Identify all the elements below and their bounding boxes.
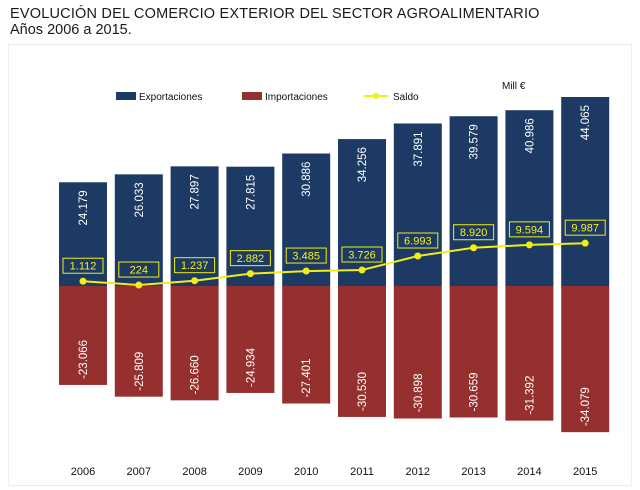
saldo-point-2008 <box>191 277 199 285</box>
saldo-label-2009: 2.882 <box>237 253 265 265</box>
saldo-point-2007 <box>135 281 143 289</box>
bar-exportaciones-2014 <box>505 110 554 286</box>
label-importaciones-2010: -27.401 <box>301 359 313 398</box>
label-importaciones-2011: -30.530 <box>357 372 369 411</box>
bars-layer: 24.179 -23.066 26.033 -25.809 27.897 -26.660 2… <box>59 97 610 433</box>
legend-swatch-exportaciones <box>116 92 136 100</box>
saldo-label-2008: 1.237 <box>181 260 209 272</box>
bar-importaciones-2014 <box>505 286 554 421</box>
bar-importaciones-2008 <box>170 286 219 401</box>
saldo-label-box-2015 <box>564 219 606 236</box>
saldo-label-2012: 6.993 <box>404 236 432 248</box>
x-tick-2007: 2007 <box>127 466 151 478</box>
x-tick-2012: 2012 <box>406 466 430 478</box>
saldo-point-2014 <box>525 241 533 249</box>
bar-importaciones-2011 <box>338 286 386 417</box>
label-importaciones-2012: -30.898 <box>413 374 425 413</box>
label-importaciones-2007: -25.809 <box>134 352 146 391</box>
legend: Exportaciones Importaciones Saldo <box>116 92 419 103</box>
saldo-point-2011 <box>358 266 366 274</box>
saldo-label-box-2010 <box>285 247 327 264</box>
x-tick-2009: 2009 <box>238 466 262 478</box>
saldo-label-2013: 8.920 <box>460 227 488 239</box>
chart-frame <box>8 44 632 486</box>
label-exportaciones-2012: 37.891 <box>413 131 425 166</box>
saldo-point-2013 <box>470 244 478 252</box>
saldo-label-box-2013 <box>453 224 495 241</box>
bar-exportaciones-2013 <box>449 116 498 286</box>
bar-importaciones-2010 <box>282 286 331 404</box>
saldo-label-2006: 1.112 <box>70 261 97 273</box>
saldo-label-box-2006 <box>62 257 104 274</box>
saldo-line <box>82 242 586 287</box>
saldo-label-2011: 3.726 <box>348 250 376 262</box>
label-importaciones-2015: -34.079 <box>580 387 592 426</box>
x-tick-2006: 2006 <box>71 466 95 478</box>
x-axis-labels: 2006 2007 2008 2009 2010 2011 2012 2013 2014 2015 <box>71 466 598 478</box>
saldo-label-box-2009 <box>229 250 271 267</box>
label-importaciones-2014: -31.392 <box>524 376 536 415</box>
saldo-label-box-2012 <box>397 232 439 249</box>
saldo-point-2006 <box>79 277 87 285</box>
legend-swatch-saldo-marker <box>373 93 379 99</box>
label-importaciones-2006: -23.066 <box>78 340 90 379</box>
saldo-point-2012 <box>414 252 422 260</box>
legend-swatch-importaciones <box>242 92 262 100</box>
saldo-label-2015: 9.987 <box>571 223 599 235</box>
x-tick-2014: 2014 <box>517 466 541 478</box>
bar-importaciones-2013 <box>449 286 498 418</box>
x-tick-2011: 2011 <box>350 466 374 478</box>
label-exportaciones-2013: 39.579 <box>469 124 481 159</box>
label-exportaciones-2008: 27.897 <box>190 174 202 209</box>
legend-label-exportaciones: Exportaciones <box>139 92 202 103</box>
bar-importaciones-2007 <box>114 286 163 397</box>
label-exportaciones-2010: 30.886 <box>301 162 313 197</box>
saldo-label-2010: 3.485 <box>292 251 320 263</box>
saldo-label-box-2008 <box>174 257 216 274</box>
label-exportaciones-2006: 24.179 <box>78 190 90 225</box>
saldo-point-2010 <box>302 267 310 275</box>
saldo-label-box-2014 <box>508 221 550 238</box>
bar-exportaciones-2015 <box>561 97 610 286</box>
chart-subtitle: Años 2006 a 2015. <box>10 22 132 38</box>
bar-importaciones-2015 <box>561 286 610 433</box>
chart-title: EVOLUCIÓN DEL COMERCIO EXTERIOR DEL SECT… <box>10 6 540 22</box>
bar-importaciones-2009 <box>226 286 275 393</box>
saldo-label-2007: 224 <box>130 265 148 277</box>
bar-exportaciones-2010 <box>282 153 331 286</box>
saldo-line-layer: 1.112 224 1.237 2.882 3.485 3.726 6.993 8.920 9.… <box>62 219 606 289</box>
unit-label: Mill € <box>502 81 526 92</box>
saldo-point-2015 <box>581 239 589 247</box>
bar-importaciones-2006 <box>59 286 107 385</box>
saldo-label-2014: 9.594 <box>516 224 544 236</box>
label-exportaciones-2011: 34.256 <box>357 147 369 182</box>
label-exportaciones-2014: 40.986 <box>524 118 536 153</box>
saldo-label-box-2011 <box>341 246 383 263</box>
label-exportaciones-2009: 27.815 <box>245 175 257 210</box>
label-importaciones-2009: -24.934 <box>245 347 257 387</box>
label-importaciones-2008: -26.660 <box>190 355 202 394</box>
label-exportaciones-2015: 44.065 <box>580 105 592 140</box>
x-tick-2015: 2015 <box>573 466 597 478</box>
saldo-point-2009 <box>246 270 254 278</box>
label-exportaciones-2007: 26.033 <box>134 182 146 217</box>
x-tick-2013: 2013 <box>461 466 485 478</box>
label-importaciones-2013: -30.659 <box>469 372 481 411</box>
legend-label-importaciones: Importaciones <box>265 92 328 103</box>
bar-importaciones-2012 <box>393 286 442 419</box>
x-tick-2008: 2008 <box>182 466 206 478</box>
saldo-label-box-2007 <box>118 261 160 278</box>
x-tick-2010: 2010 <box>294 466 318 478</box>
legend-label-saldo: Saldo <box>393 92 419 103</box>
